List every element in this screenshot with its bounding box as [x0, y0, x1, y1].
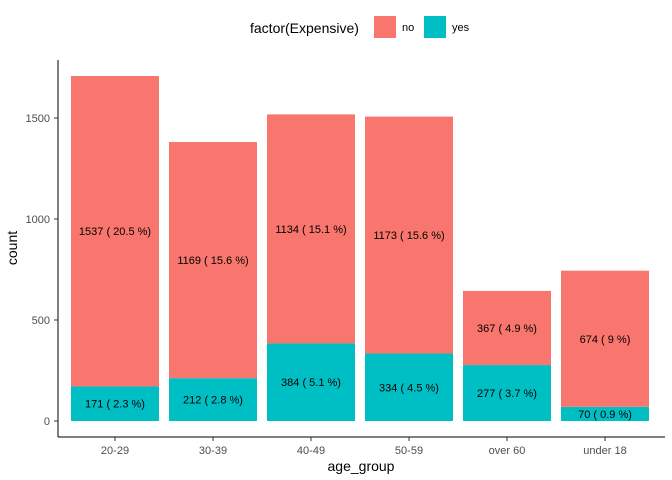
data-label-yes-20-29: 171 ( 2.3 %)	[85, 399, 145, 411]
bar-no-20-29	[71, 76, 159, 387]
x-ticks: 20-29 30-39 40-49 50-59 over 60 under 18	[101, 437, 627, 457]
legend-title: factor(Expensive)	[250, 20, 359, 36]
x-tick-label: 40-49	[297, 445, 325, 457]
axes	[57, 60, 665, 438]
data-label-yes-30-39: 212 ( 2.8 %)	[183, 395, 243, 407]
data-label-yes-over-60: 277 ( 3.7 %)	[477, 388, 537, 400]
data-label-yes-40-49: 384 ( 5.1 %)	[281, 377, 341, 389]
bar-no-30-39	[169, 142, 257, 379]
data-label-no-50-59: 1173 ( 15.6 %)	[373, 230, 444, 242]
x-tick-label: 50-59	[395, 445, 423, 457]
y-tick-label: 1000	[26, 214, 50, 226]
bar-yes-over-60	[463, 365, 551, 421]
data-label-no-30-39: 1169 ( 15.6 %)	[177, 255, 248, 267]
x-tick-label: under 18	[583, 445, 626, 457]
data-label-yes-under-18: 70 ( 0.9 %)	[578, 409, 632, 421]
data-label-no-over-60: 367 ( 4.9 %)	[477, 323, 537, 335]
y-axis-title: count	[4, 231, 20, 265]
y-tick-label: 500	[32, 315, 50, 327]
y-tick-label: 1500	[26, 113, 50, 125]
legend-swatch-no	[374, 16, 396, 38]
bar-no-50-59	[365, 116, 453, 354]
bar-yes-under-18	[561, 406, 649, 421]
bar-yes-40-49	[267, 343, 355, 421]
legend-label-no: no	[402, 22, 414, 34]
x-tick-label: over 60	[489, 445, 526, 457]
x-tick-label: 20-29	[101, 445, 129, 457]
x-tick-label: 30-39	[199, 445, 227, 457]
bar-yes-30-39	[169, 378, 257, 421]
data-label-no-20-29: 1537 ( 20.5 %)	[79, 226, 151, 238]
legend: factor(Expensive) no yes	[250, 16, 470, 38]
bar-no-over-60	[463, 290, 551, 366]
bars-layer	[71, 76, 649, 421]
data-label-no-under-18: 674 ( 9 %)	[580, 334, 631, 346]
data-label-yes-50-59: 334 ( 4.5 %)	[379, 382, 439, 394]
bar-yes-50-59	[365, 353, 453, 421]
bar-no-40-49	[267, 114, 355, 344]
bar-yes-20-29	[71, 386, 159, 421]
data-label-no-40-49: 1134 ( 15.1 %)	[275, 224, 346, 236]
bar-no-under-18	[561, 270, 649, 407]
legend-label-yes: yes	[452, 22, 470, 34]
legend-swatch-yes	[424, 16, 446, 38]
data-labels-layer: 171 ( 2.3 %) 1537 ( 20.5 %) 212 ( 2.8 %) 11…	[79, 224, 632, 421]
y-ticks: 0 500 1000 1500	[26, 113, 58, 428]
y-tick-label: 0	[44, 416, 50, 428]
x-axis-title: age_group	[328, 458, 395, 474]
